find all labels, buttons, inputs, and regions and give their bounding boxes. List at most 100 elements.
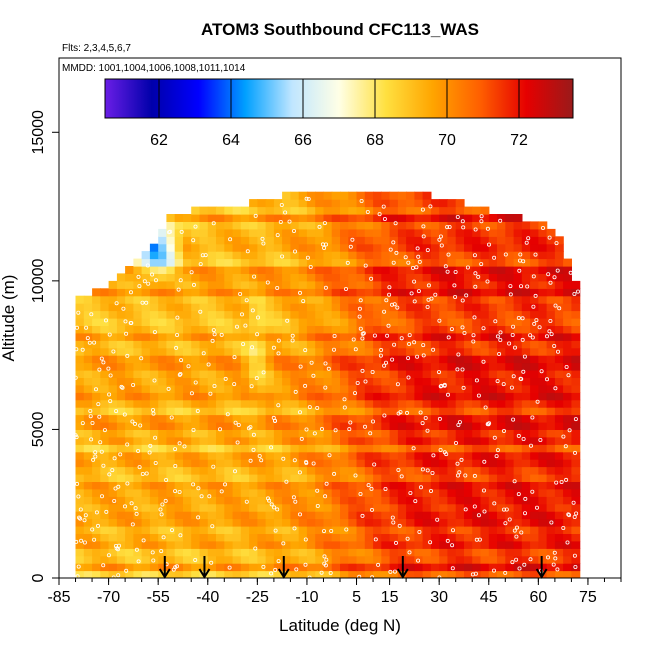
- heatmap-cell: [554, 251, 564, 260]
- heatmap-cell: [282, 280, 291, 289]
- sample-point: [275, 233, 280, 238]
- heatmap-cell: [406, 236, 415, 245]
- sample-point: [174, 345, 179, 350]
- heatmap-cell: [265, 407, 275, 416]
- colorbar-ticks: 62 64 66 68 70 72: [150, 79, 528, 149]
- heatmap-cell: [464, 214, 473, 222]
- heatmap-cell: [538, 347, 548, 356]
- heatmap-cell: [554, 258, 564, 267]
- heatmap-cell: [306, 503, 316, 512]
- heatmap-cell: [224, 362, 234, 371]
- sample-point: [324, 557, 329, 562]
- heatmap-cell: [464, 303, 473, 312]
- heatmap-cell: [414, 384, 424, 393]
- heatmap-cell: [497, 429, 506, 438]
- heatmap-cell: [430, 288, 440, 297]
- heatmap-cell: [497, 488, 506, 497]
- heatmap-cell: [464, 474, 473, 482]
- heatmap-cell: [530, 384, 539, 393]
- sample-point: [307, 405, 312, 410]
- heatmap-cell: [158, 355, 168, 364]
- heatmap-cell: [331, 191, 341, 200]
- sample-point: [111, 349, 116, 354]
- heatmap-cell: [125, 481, 134, 490]
- sample-point: [372, 333, 377, 338]
- heatmap-cell: [224, 563, 234, 572]
- heatmap-cell: [207, 474, 217, 482]
- heatmap-cell: [232, 340, 242, 349]
- heatmap-cell: [183, 563, 192, 572]
- heatmap-cell: [224, 280, 234, 289]
- heatmap-cell: [340, 191, 349, 200]
- sample-point: [148, 443, 153, 448]
- sample-point: [539, 369, 544, 374]
- heatmap-cell: [364, 280, 374, 289]
- heatmap-cell: [174, 340, 184, 349]
- heatmap-cell: [439, 370, 449, 378]
- heatmap-cell: [83, 481, 93, 490]
- heatmap-cell: [315, 191, 325, 200]
- heatmap-cell: [497, 347, 506, 356]
- heatmap-cell: [199, 540, 209, 549]
- heatmap-cell: [546, 332, 556, 341]
- heatmap-cell: [389, 570, 399, 578]
- sample-point: [435, 517, 440, 522]
- sample-point: [514, 557, 519, 562]
- sample-point: [304, 427, 309, 432]
- heatmap-cell: [488, 370, 498, 378]
- heatmap-cell: [364, 251, 374, 260]
- heatmap-cell: [100, 429, 110, 438]
- heatmap-cell: [488, 303, 498, 312]
- heatmap-cell: [100, 533, 110, 542]
- heatmap-cell: [290, 228, 300, 237]
- heatmap-cell: [232, 258, 242, 267]
- heatmap-cell: [149, 451, 159, 460]
- heatmap-cell: [265, 243, 275, 252]
- sample-point: [232, 469, 237, 474]
- heatmap-cell: [207, 436, 217, 445]
- heatmap-cell: [373, 243, 382, 252]
- heatmap-cell: [116, 496, 126, 505]
- heatmap-cell: [216, 540, 225, 549]
- colorbar-tick-label: 62: [150, 132, 168, 149]
- heatmap-cell: [364, 228, 374, 237]
- heatmap-cell: [149, 362, 159, 371]
- sample-point: [189, 270, 194, 275]
- heatmap-cell: [108, 355, 118, 364]
- heatmap-cell: [439, 288, 449, 297]
- heatmap-cell: [257, 243, 267, 252]
- heatmap-cell: [538, 488, 548, 497]
- heatmap-cell: [488, 436, 498, 445]
- heatmap-cell: [298, 191, 308, 200]
- heatmap-cell: [447, 280, 457, 289]
- heatmap-cell: [232, 555, 242, 564]
- heatmap-cell: [216, 444, 225, 453]
- heatmap-cell: [216, 214, 225, 222]
- heatmap-cell: [240, 503, 250, 512]
- heatmap-cell: [389, 414, 399, 423]
- sample-point: [449, 327, 454, 332]
- sample-point: [393, 540, 398, 545]
- sample-point: [97, 414, 102, 419]
- heatmap-cell: [108, 384, 118, 393]
- heatmap-cell: [447, 459, 457, 468]
- heatmap-cell: [141, 526, 151, 534]
- heatmap-cell: [464, 481, 473, 490]
- heatmap-cell: [207, 422, 217, 430]
- heatmap-cell: [546, 355, 556, 364]
- heatmap-cell: [521, 310, 531, 319]
- heatmap-cell: [571, 414, 581, 423]
- heatmap-cell: [439, 280, 449, 289]
- heatmap-cell: [199, 459, 209, 468]
- sample-point: [531, 274, 536, 279]
- sample-point: [285, 318, 290, 323]
- heatmap-cell: [298, 555, 308, 564]
- heatmap-cell: [133, 303, 143, 312]
- heatmap-cell: [554, 563, 564, 572]
- sample-point: [112, 456, 117, 461]
- heatmap-cell: [340, 199, 349, 208]
- heatmap-cell: [348, 392, 358, 401]
- heatmap-cell: [199, 526, 209, 534]
- heatmap-cell: [340, 280, 349, 289]
- sample-point: [145, 263, 150, 268]
